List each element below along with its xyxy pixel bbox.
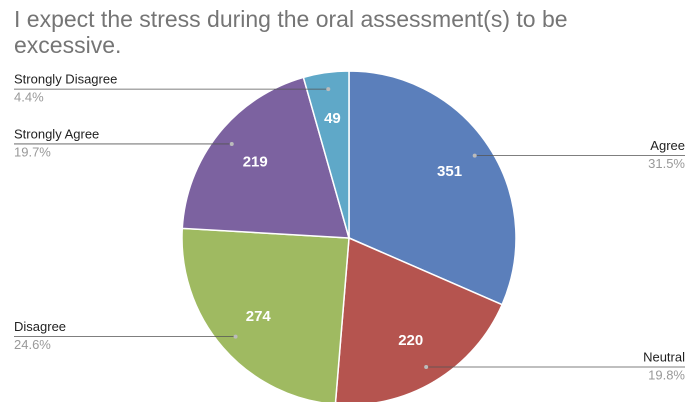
percent-label: 24.6%	[14, 337, 51, 352]
chart-title: I expect the stress during the oral asse…	[14, 6, 568, 58]
pie-slice	[181, 227, 350, 402]
percent-label: 4.4%	[14, 90, 44, 105]
pie-slice	[302, 70, 350, 239]
leader-dot	[233, 334, 238, 339]
slice-value-label: 219	[243, 154, 268, 171]
legend-label: Neutral	[643, 349, 685, 364]
legend-label: Disagree	[14, 319, 66, 334]
leader-dot	[424, 364, 429, 369]
leader-dot	[326, 87, 331, 92]
legend-label: Strongly Agree	[14, 126, 99, 141]
pie-slice	[181, 76, 351, 239]
legend-label: Strongly Disagree	[14, 72, 117, 87]
pie-slice	[334, 236, 504, 402]
leader-dot	[472, 153, 477, 158]
percent-label: 31.5%	[648, 156, 685, 171]
pie-slice	[348, 70, 517, 306]
slice-value-label: 220	[398, 332, 423, 349]
slice-value-label: 274	[246, 308, 272, 325]
leader-dot	[229, 141, 234, 146]
percent-label: 19.7%	[14, 144, 51, 159]
slice-value-label: 49	[324, 110, 341, 127]
legend-label: Agree	[650, 138, 685, 153]
percent-label: 19.8%	[648, 367, 685, 382]
slice-value-label: 351	[437, 163, 462, 180]
